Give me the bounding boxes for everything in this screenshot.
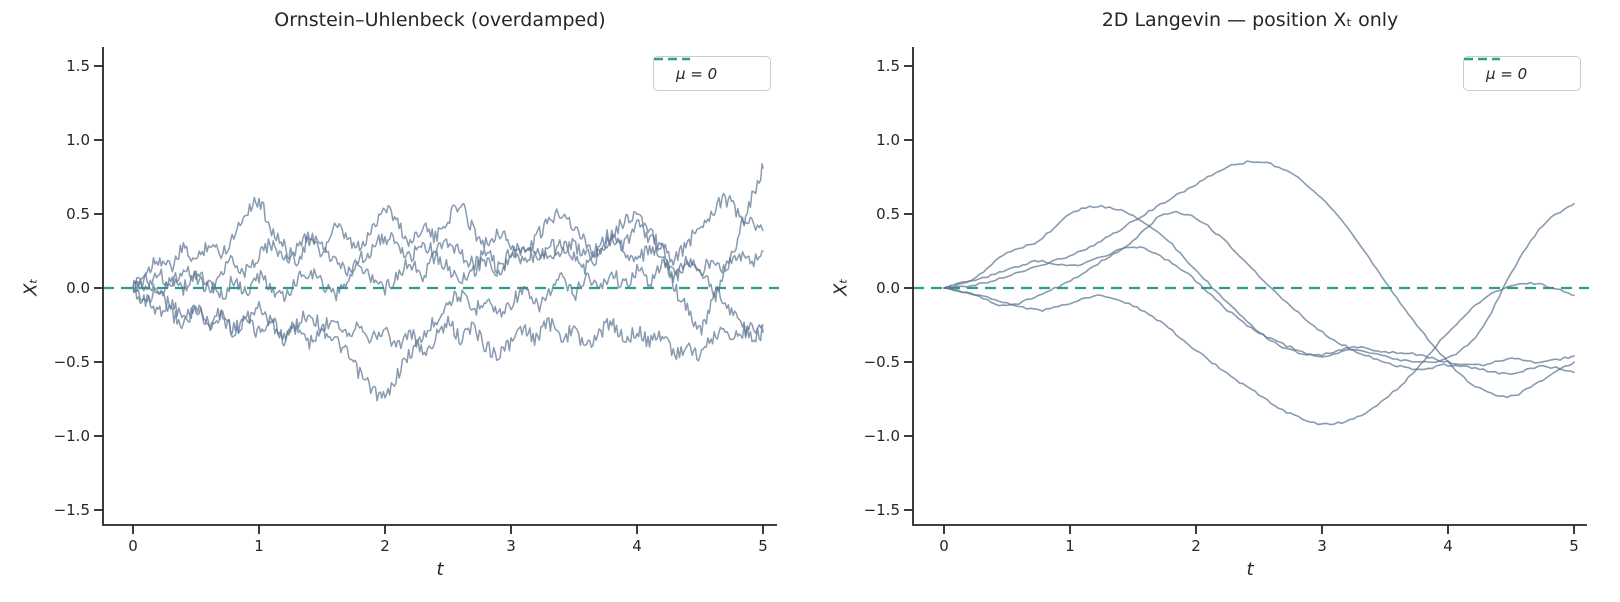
y-tick-label: 1.5 [876, 57, 900, 75]
y-tick-label: 0.5 [66, 205, 90, 223]
legend-dashed-line-sample [654, 57, 690, 61]
y-tick-label: −1.0 [863, 427, 900, 445]
langevin-trajectory-path-4 [943, 281, 1575, 426]
langevin-axis-spines [912, 47, 1587, 526]
ou-trajectory-path-3 [132, 287, 764, 362]
x-tick-label: 1 [1065, 537, 1075, 555]
legend-dashed-line-sample [1464, 57, 1500, 61]
x-tick-label: 0 [939, 537, 949, 555]
x-tick-label: 2 [380, 537, 390, 555]
y-tick-label: −1.5 [53, 501, 90, 519]
ou-plot-area [94, 47, 779, 534]
y-tick-label: 0.0 [876, 279, 900, 297]
langevin-trajectory-path-3 [943, 160, 1575, 399]
x-tick-label: 5 [758, 537, 768, 555]
y-tick-label: 0.0 [66, 279, 90, 297]
legend-label: μ = 0 [1486, 64, 1528, 83]
x-tick-label: 4 [632, 537, 642, 555]
x-tick-label: 0 [128, 537, 138, 555]
y-tick-label: 1.0 [876, 131, 900, 149]
left-chart-title: Ornstein–Uhlenbeck (overdamped) [274, 9, 606, 31]
y-tick-label: −0.5 [863, 353, 900, 371]
y-tick-label: 1.5 [66, 57, 90, 75]
y-tick-label: −0.5 [53, 353, 90, 371]
right-legend: μ = 0 [1463, 56, 1581, 91]
langevin-trajectory-path-2 [943, 210, 1575, 375]
x-tick-label: 1 [254, 537, 264, 555]
ou-trajectory-path-4 [132, 233, 764, 343]
x-tick-label: 2 [1191, 537, 1201, 555]
langevin-trajectory-path-1 [943, 204, 1575, 367]
x-tick-label: 3 [1317, 537, 1327, 555]
langevin-trajectory-path-5 [943, 202, 1575, 364]
ou-trajectory-path-2 [132, 192, 764, 289]
ou-trajectory-path-5 [132, 163, 764, 336]
x-tick-label: 3 [506, 537, 516, 555]
y-tick-label: −1.5 [863, 501, 900, 519]
right-chart-title: 2D Langevin — position Xₜ only [1101, 9, 1399, 31]
left-legend: μ = 0 [653, 56, 771, 91]
left-x-axis-label: t [436, 559, 444, 580]
y-tick-label: −1.0 [53, 427, 90, 445]
legend-label: μ = 0 [676, 64, 718, 83]
right-x-axis-label: t [1246, 559, 1254, 580]
y-tick-label: 0.5 [876, 205, 900, 223]
x-tick-label: 5 [1569, 537, 1579, 555]
langevin-plot-area [904, 47, 1589, 534]
ou-trajectory-path-1 [132, 250, 764, 402]
y-tick-label: 1.0 [66, 131, 90, 149]
ou-axis-spines [102, 47, 777, 526]
x-tick-label: 4 [1443, 537, 1453, 555]
